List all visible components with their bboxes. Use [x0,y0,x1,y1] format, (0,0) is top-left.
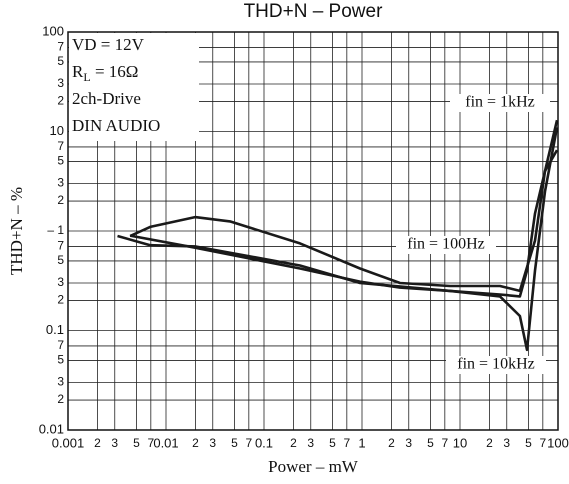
condition-text: 2ch-Drive [72,89,141,108]
x-tick-label: 3 [209,436,216,450]
y-tick-label: 5 [57,154,64,168]
lines [117,119,559,352]
y-tick-label: 2 [57,293,64,307]
label-bg [450,94,550,112]
y-axis-label: THD+N – % [7,187,26,275]
x-tick-label: 2 [486,436,493,450]
y-tick-label: 2 [57,193,64,207]
condition-sub: L [83,70,90,84]
x-tick-label: 7 [441,436,448,450]
series-line [129,127,559,352]
y-tick-label: 5 [57,253,64,267]
x-tick-label: 5 [133,436,140,450]
y-tick-label: 0.01 [39,421,64,436]
y-tick-label: 7 [57,139,64,153]
y-tick-label: 2 [57,392,64,406]
x-tick-label: 7 [539,436,546,450]
y-tick-label: 0.1 [46,322,64,337]
x-tick-label: 0.001 [52,435,85,450]
series-line [117,149,559,298]
chart-title: THD+N – Power [244,1,384,22]
condition-box [69,33,199,141]
condition-text: RL = 16Ω [72,62,138,84]
y-tick-label: 100 [42,23,64,38]
x-tick-label: 2 [388,436,395,450]
x-tick-label: 5 [329,436,336,450]
series-label: fin = 10kHz [457,356,534,373]
x-tick-label: 3 [111,436,118,450]
x-tick-label: 7 [147,436,154,450]
x-tick-label: 7 [343,436,350,450]
x-tick-label: 5 [525,436,532,450]
condition-text: VD = 12V [72,35,145,54]
y-tick-label: 5 [57,353,64,367]
condition-part: = 16Ω [91,62,139,81]
x-tick-label: 0.01 [153,435,178,450]
y-tick-label: 7 [57,239,64,253]
x-tick-label: 1 [358,435,365,450]
label-bg [446,356,546,374]
x-axis-label: Power – mW [268,457,359,476]
y-tick-label: 2 [57,94,64,108]
x-tick-label: 5 [427,436,434,450]
x-tick-label: 100 [547,435,569,450]
y-tick-label: 5 [57,54,64,68]
series-label: fin = 100Hz [407,236,484,253]
x-tick-label: 2 [290,436,297,450]
x-tick-label: 10 [453,435,467,450]
x-tick-label: 2 [94,436,101,450]
condition-text: DIN AUDIO [72,116,160,135]
series-line [129,119,559,293]
x-tick-label: 7 [245,436,252,450]
y-tick-label: 3 [57,76,64,90]
y-tick-label: – 1 [47,223,64,237]
label-bg [396,236,496,254]
x-tick-label: 3 [307,436,314,450]
y-tick-label: 3 [57,275,64,289]
x-tick-label: 0.1 [255,435,273,450]
condition-part: R [72,62,84,81]
plot-frame [67,31,559,431]
x-tick-label: 2 [192,436,199,450]
y-tick-label: 3 [57,176,64,190]
y-tick-label: 3 [57,375,64,389]
x-tick-label: 3 [405,436,412,450]
y-tick-label: 10 [50,123,64,138]
series-label: fin = 1kHz [465,94,534,111]
x-tick-label: 5 [231,436,238,450]
y-tick-label: 7 [57,40,64,54]
x-tick-label: 3 [503,436,510,450]
annotations: VD = 12V RL = 16Ω 2ch-Drive DIN AUDIO fin = … [69,33,550,374]
y-tick-label: 7 [57,338,64,352]
